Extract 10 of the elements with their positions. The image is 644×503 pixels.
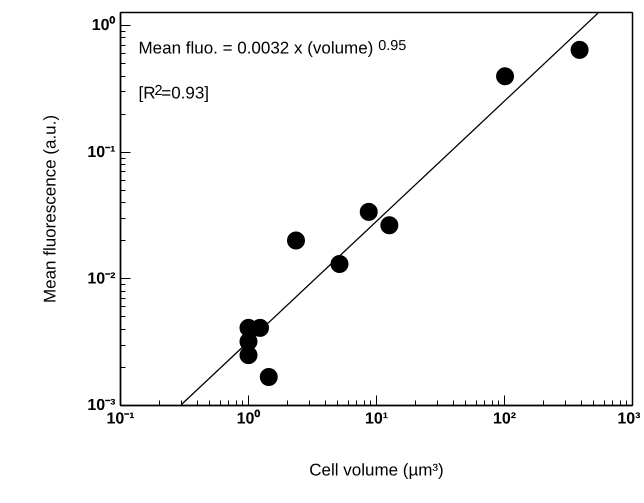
x-axis-title: Cell volume (µm³): [309, 460, 444, 480]
y-tick-label: 10⁻²: [87, 270, 116, 288]
y-tick-label: 10⁻¹: [87, 144, 116, 161]
y-axis-title: Mean fluorescence (a.u.): [40, 114, 60, 304]
x-tick-label: 10¹: [364, 410, 388, 428]
y-tick-label: 10⁰: [92, 16, 116, 34]
annotation: Mean fluo. = 0.0032 x (volume)0.95: [138, 38, 406, 58]
x-tick-label: 10³: [617, 410, 640, 428]
x-tick-label: 10⁰: [236, 410, 260, 428]
x-tick-label: 10²: [492, 410, 516, 428]
